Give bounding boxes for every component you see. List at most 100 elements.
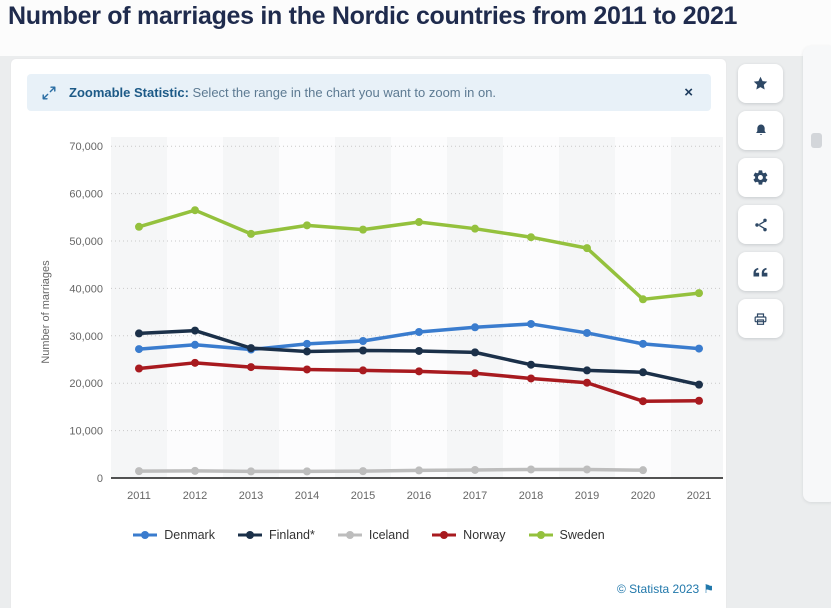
data-point[interactable] [639,339,647,348]
data-point[interactable] [471,465,479,474]
print-button[interactable] [738,299,783,338]
legend-marker-icon [133,531,158,539]
data-point[interactable] [583,328,591,337]
data-point[interactable] [191,358,199,367]
banner-text: Zoomable Statistic: Select the range in … [69,85,496,100]
data-point[interactable] [527,233,535,242]
data-point[interactable] [639,295,647,304]
cite-button[interactable] [738,252,783,291]
settings-button[interactable] [738,158,783,197]
data-point[interactable] [471,348,479,357]
data-point[interactable] [191,206,199,215]
data-point[interactable] [695,289,703,298]
legend-label: Norway [463,528,506,542]
data-point[interactable] [415,346,423,355]
star-icon [752,75,769,92]
data-point[interactable] [135,222,143,231]
flag-icon: ⚑ [703,582,714,596]
data-point[interactable] [359,467,367,476]
copyright-text: © Statista 2023 [617,582,700,596]
share-button[interactable] [738,205,783,244]
plot-band [167,137,223,478]
data-point[interactable] [471,323,479,332]
data-point[interactable] [135,345,143,354]
plot-band [447,137,503,478]
plot-band [279,137,335,478]
data-point[interactable] [471,224,479,233]
data-point[interactable] [695,344,703,353]
data-point[interactable] [191,340,199,349]
data-point[interactable] [359,366,367,375]
page-title: Number of marriages in the Nordic countr… [8,2,738,30]
data-point[interactable] [527,319,535,328]
data-point[interactable] [583,244,591,253]
legend-item-sweden[interactable]: Sweden [528,528,605,542]
data-point[interactable] [639,397,647,406]
legend-marker-icon [337,531,362,539]
data-point[interactable] [471,369,479,378]
y-tick-label: 20,000 [69,378,103,390]
data-point[interactable] [303,467,311,476]
x-tick-label: 2013 [239,490,263,502]
plot-band [111,137,167,478]
right-edge-panel [803,46,831,502]
data-point[interactable] [583,366,591,375]
legend-item-denmark[interactable]: Denmark [132,528,215,542]
x-tick-label: 2020 [631,490,655,502]
alerts-button[interactable] [738,111,783,150]
data-point[interactable] [583,465,591,474]
plot-band [223,137,279,478]
legend-marker-icon [237,531,262,539]
plot-band [559,137,615,478]
data-point[interactable] [415,218,423,227]
data-point[interactable] [247,229,255,238]
data-point[interactable] [135,467,143,476]
legend-item-finland[interactable]: Finland* [237,528,315,542]
y-tick-label: 0 [97,473,103,485]
x-tick-label: 2015 [351,490,375,502]
legend-item-norway[interactable]: Norway [431,528,506,542]
data-point[interactable] [415,466,423,475]
data-point[interactable] [303,339,311,348]
statista-copyright-link[interactable]: © Statista 2023 ⚑ [617,582,714,596]
favorite-button[interactable] [738,64,783,103]
data-point[interactable] [359,346,367,355]
data-point[interactable] [527,374,535,383]
data-point[interactable] [191,326,199,335]
y-tick-label: 10,000 [69,426,103,438]
data-point[interactable] [359,225,367,234]
data-point[interactable] [247,467,255,476]
x-tick-label: 2019 [575,490,599,502]
zoom-range-icon [41,85,57,101]
legend-item-iceland[interactable]: Iceland [337,528,409,542]
x-tick-label: 2016 [407,490,431,502]
x-tick-label: 2012 [183,490,207,502]
quote-icon [752,265,770,279]
data-point[interactable] [415,328,423,337]
data-point[interactable] [359,337,367,346]
data-point[interactable] [135,364,143,373]
data-point[interactable] [303,221,311,230]
data-point[interactable] [247,363,255,372]
plot-band [615,137,671,478]
data-point[interactable] [415,367,423,376]
data-point[interactable] [695,380,703,389]
plot-band [671,137,723,478]
data-point[interactable] [303,365,311,374]
data-point[interactable] [583,378,591,387]
chart-plot-area[interactable]: 0 10,000 20,000 30,000 40,000 50,000 60,000 70,… [11,129,728,511]
data-point[interactable] [527,465,535,474]
legend-label: Sweden [559,528,605,542]
data-point[interactable] [639,368,647,377]
data-point[interactable] [639,466,647,475]
legend-marker-icon [432,531,457,539]
data-point[interactable] [695,396,703,405]
data-point[interactable] [247,344,255,353]
data-point[interactable] [527,360,535,369]
data-point[interactable] [303,347,311,356]
data-point[interactable] [191,466,199,475]
banner-close-button[interactable]: × [684,84,693,101]
y-tick-label: 50,000 [69,236,103,248]
y-tick-label: 30,000 [69,331,103,343]
data-point[interactable] [135,329,143,338]
